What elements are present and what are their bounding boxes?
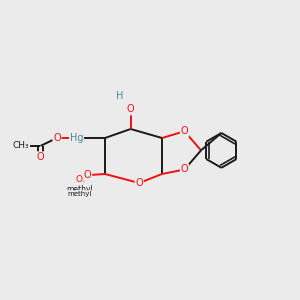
Text: O: O [76,175,83,184]
Text: O: O [181,126,188,136]
Text: O: O [127,104,134,115]
Text: O: O [135,178,143,188]
Text: CH₃: CH₃ [13,141,29,150]
Text: O: O [37,152,44,162]
Text: methyl: methyl [66,185,93,194]
Text: O: O [53,133,61,143]
Text: H: H [116,91,124,101]
Text: methyl: methyl [67,191,92,197]
Text: O: O [181,164,188,175]
Text: O: O [84,170,92,180]
Text: Hg: Hg [70,133,83,143]
